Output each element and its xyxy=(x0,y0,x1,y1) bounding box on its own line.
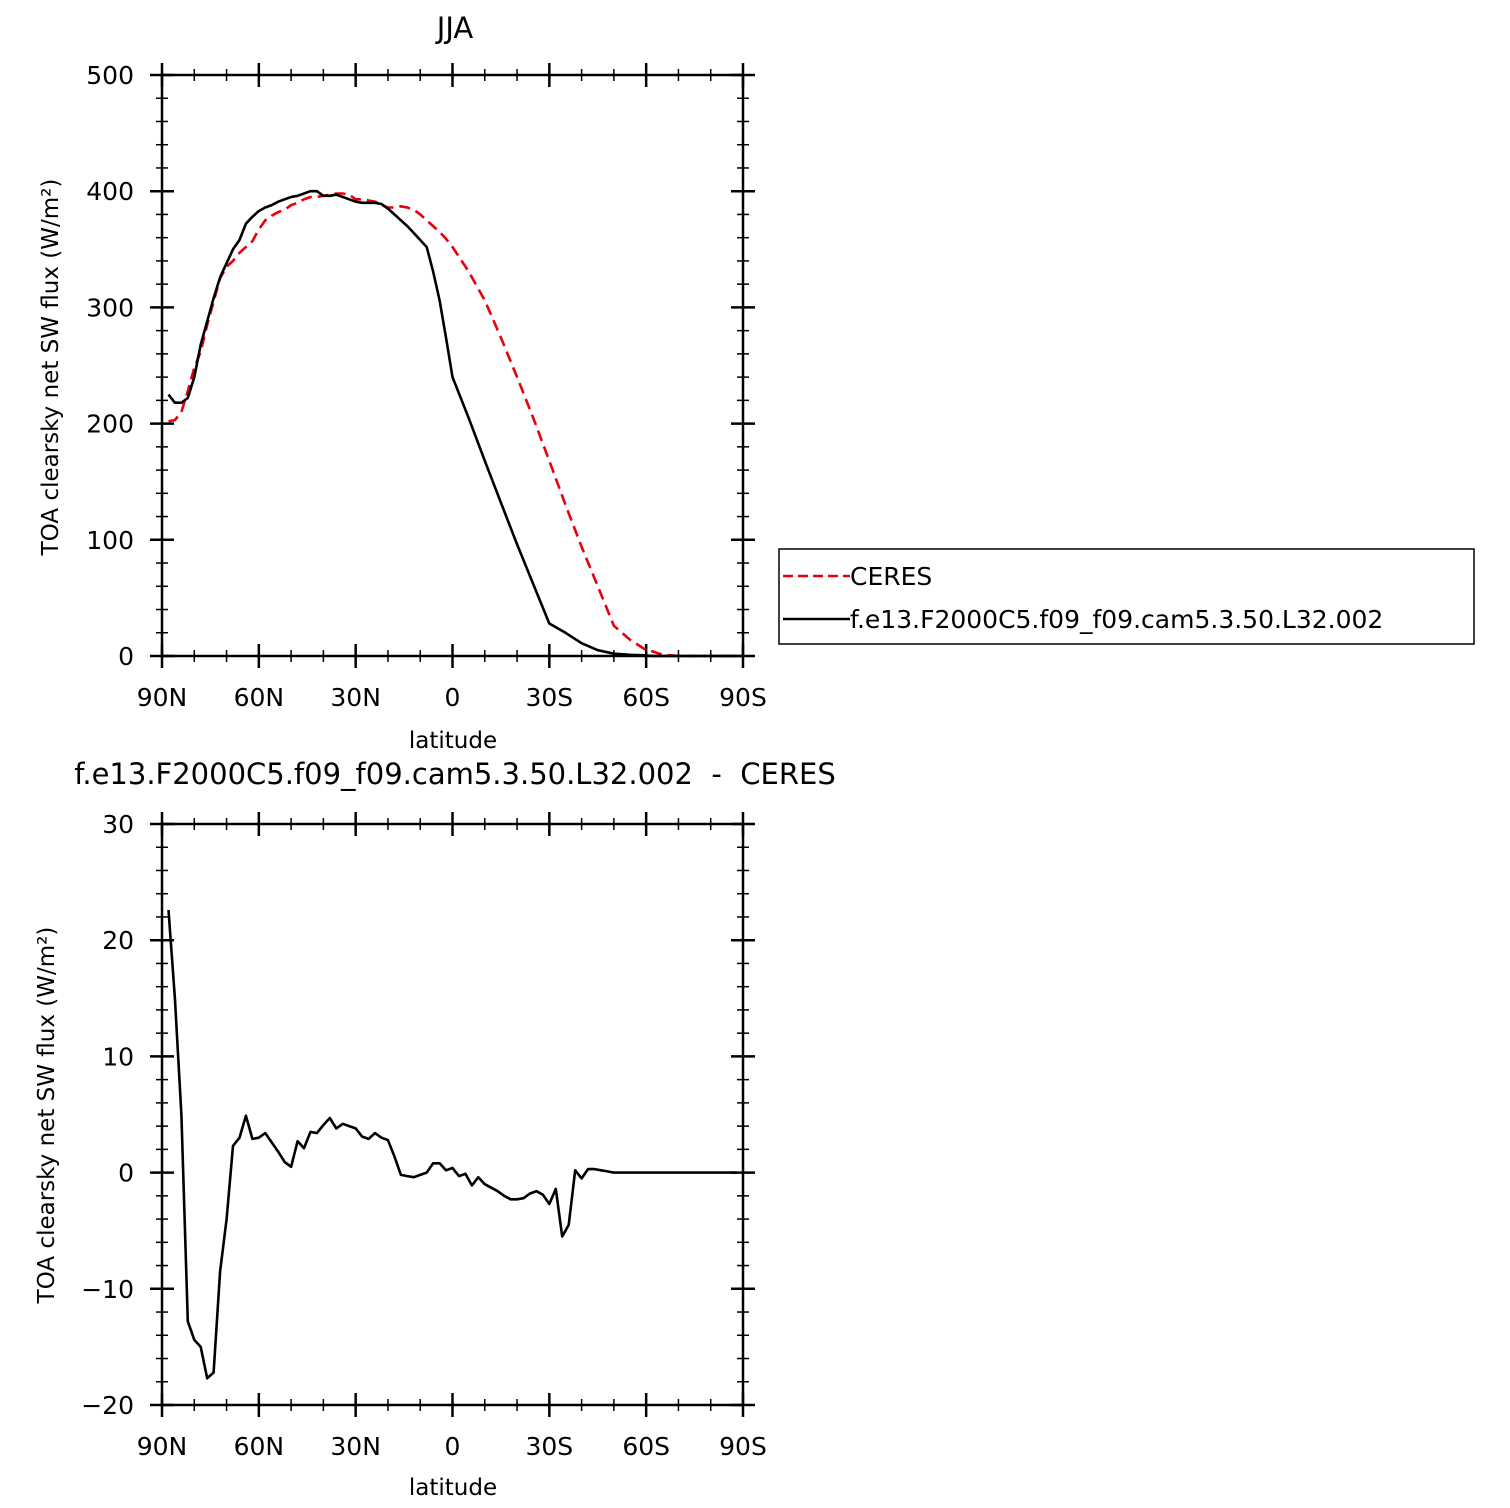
x-tick-label: 0 xyxy=(445,1432,461,1461)
top-minor-ticks xyxy=(156,69,749,662)
legend-box xyxy=(778,548,1475,645)
top-y-tick-labels: 0 100 200 300 400 500 xyxy=(86,61,134,671)
series-line-f-e13-f2000c5-f09-f09-cam5-3-50-l32-002 xyxy=(167,189,737,658)
bottom-series-group xyxy=(167,909,737,1380)
y-tick-label: 200 xyxy=(86,410,134,439)
x-tick-label: 30S xyxy=(525,683,573,712)
legend-label-ceres: CERES xyxy=(850,562,932,591)
top-plot-frame xyxy=(160,73,745,658)
bottom-plot-title: f.e13.F2000C5.f09_f09.cam5.3.50.L32.002 … xyxy=(74,757,835,791)
top-x-axis-title: latitude xyxy=(409,728,497,754)
top-x-tick-labels: 90N 60N 30N 0 30S 60S 90S xyxy=(137,683,767,712)
top-plot-title: JJA xyxy=(435,11,474,45)
legend-label-model: f.e13.F2000C5.f09_f09.cam5.3.50.L32.002 xyxy=(850,605,1383,634)
y-tick-label: 400 xyxy=(86,177,134,206)
x-tick-label: 30N xyxy=(330,683,381,712)
bottom-plot-frame xyxy=(160,822,745,1407)
bottom-x-axis-title: latitude xyxy=(409,1475,497,1501)
bottom-y-axis-title: TOA clearsky net SW flux (W/m²) xyxy=(34,927,60,1305)
bottom-panel: f.e13.F2000C5.f09_f09.cam5.3.50.L32.002 … xyxy=(34,757,836,1501)
x-tick-label: 60S xyxy=(622,683,670,712)
x-tick-label: 60S xyxy=(622,1432,670,1461)
x-tick-label: 90S xyxy=(719,1432,767,1461)
bottom-y-tick-labels: −20 −10 0 10 20 30 xyxy=(81,810,134,1420)
difference-series-line xyxy=(167,909,737,1380)
top-major-ticks xyxy=(150,63,755,668)
x-tick-label: 60N xyxy=(234,1432,285,1461)
bottom-major-ticks xyxy=(150,812,755,1417)
y-tick-label: 300 xyxy=(86,293,134,322)
x-tick-label: 90S xyxy=(719,683,767,712)
x-tick-label: 30N xyxy=(330,1432,381,1461)
top-panel: JJA 0 100 200 300 400 500 90N 60N 30N 0 30S 60S 90S… xyxy=(38,11,767,754)
y-tick-label: −20 xyxy=(81,1391,134,1420)
bottom-minor-ticks xyxy=(156,818,749,1411)
y-tick-label: 500 xyxy=(86,61,134,90)
y-tick-label: 0 xyxy=(118,1159,134,1188)
x-tick-label: 30S xyxy=(525,1432,573,1461)
bottom-x-tick-labels: 90N 60N 30N 0 30S 60S 90S xyxy=(137,1432,767,1461)
y-tick-label: 0 xyxy=(118,642,134,671)
y-tick-label: 100 xyxy=(86,526,134,555)
x-tick-label: 60N xyxy=(234,683,285,712)
y-tick-label: 30 xyxy=(102,810,134,839)
x-tick-label: 0 xyxy=(445,683,461,712)
series-line-ceres xyxy=(168,192,737,658)
y-tick-label: 10 xyxy=(102,1042,134,1071)
x-tick-label: 90N xyxy=(137,683,188,712)
top-y-axis-title: TOA clearsky net SW flux (W/m²) xyxy=(38,179,64,557)
legend: CERES f.e13.F2000C5.f09_f09.cam5.3.50.L3… xyxy=(778,548,1475,645)
y-tick-label: −10 xyxy=(81,1275,134,1304)
y-tick-label: 20 xyxy=(102,926,134,955)
top-series-group xyxy=(167,189,737,658)
x-tick-label: 90N xyxy=(137,1432,188,1461)
